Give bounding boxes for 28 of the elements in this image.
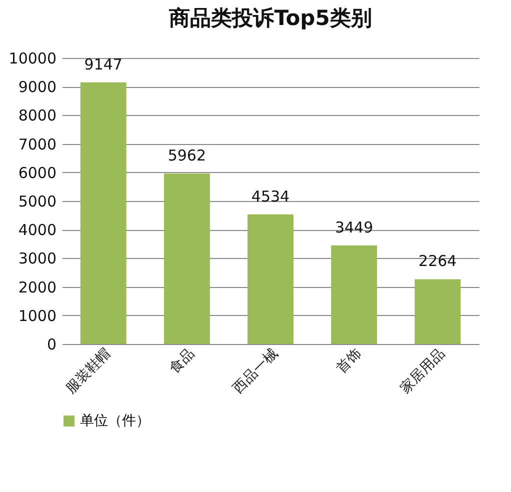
- data-label: 4534: [251, 187, 290, 206]
- x-tick-label: 食品: [166, 346, 198, 377]
- data-label: 3449: [334, 218, 374, 236]
- data-label: 5962: [168, 146, 206, 164]
- bar: [164, 173, 210, 344]
- y-tick-label: 1000: [18, 306, 56, 325]
- y-tick-label: 9000: [18, 78, 56, 96]
- y-tick-label: 3000: [18, 250, 56, 268]
- data-label: 2264: [418, 252, 457, 270]
- y-tick-label: 5000: [18, 192, 56, 210]
- x-tick-label: 西品一械: [230, 346, 282, 397]
- bar: [331, 245, 378, 344]
- y-tick-label: 6000: [18, 164, 56, 182]
- y-tick-label: 7000: [18, 135, 56, 154]
- data-label: 9147: [84, 55, 122, 74]
- chart-title: 商品类投诉Top5类别: [168, 6, 372, 30]
- legend-label: 单位（件）: [80, 413, 150, 429]
- bar: [414, 279, 461, 344]
- bar: [80, 82, 126, 344]
- y-tick-label: 0: [46, 336, 56, 354]
- x-tick-label: 首饰: [334, 346, 365, 377]
- y-tick-label: 2000: [18, 278, 56, 296]
- y-tick-label: 4000: [18, 221, 56, 240]
- x-tick-label: 服装鞋帽: [63, 346, 114, 397]
- y-tick-label: 10000: [8, 50, 56, 68]
- x-tick-label: 家居用品: [397, 346, 448, 397]
- bar: [248, 214, 294, 344]
- y-tick-label: 8000: [18, 106, 56, 125]
